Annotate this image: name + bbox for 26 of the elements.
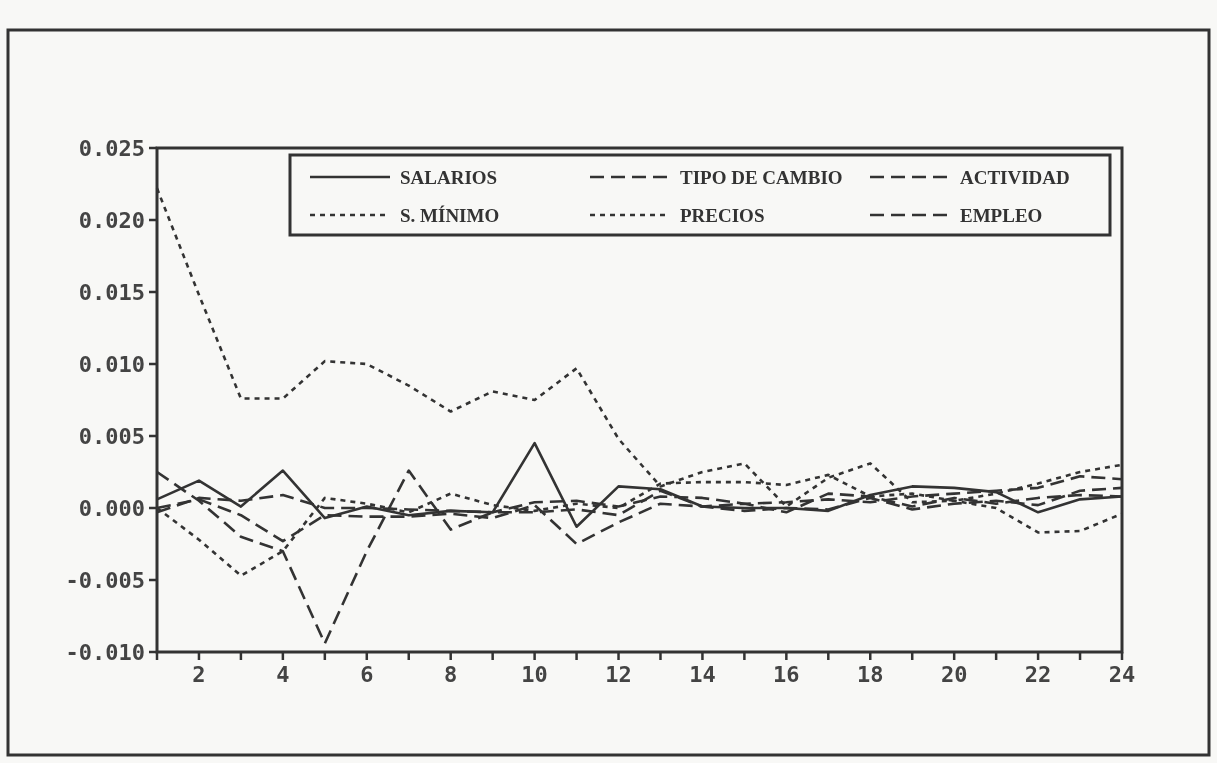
y-tick-label: -0.005	[65, 567, 145, 593]
legend-label: EMPLEO	[960, 204, 1043, 226]
y-tick-label: 0.015	[78, 279, 145, 305]
y-tick-label: 0.020	[78, 207, 145, 233]
x-tick-label: 8	[444, 662, 458, 687]
x-tick-label: 14	[689, 662, 716, 687]
x-tick-label: 18	[857, 662, 884, 687]
legend-label: SALARIOS	[400, 166, 498, 188]
y-tick-label: 0.025	[78, 135, 145, 161]
x-tick-label: 22	[1024, 662, 1052, 687]
x-tick-label: 20	[940, 662, 968, 687]
x-tick-label: 12	[605, 662, 632, 687]
x-tick-label: 16	[773, 662, 800, 687]
y-tick-label: -0.010	[65, 639, 145, 665]
legend-label: ACTIVIDAD	[960, 166, 1070, 188]
x-tick-label: 2	[192, 662, 206, 687]
y-tick-label: 0.010	[78, 351, 145, 377]
x-tick-label: 6	[360, 662, 374, 687]
y-tick-label: 0.005	[78, 423, 145, 449]
legend-label: TIPO DE CAMBIO	[680, 166, 843, 188]
legend-label: PRECIOS	[680, 204, 765, 226]
x-tick-label: 10	[521, 662, 548, 687]
x-tick-label: 4	[276, 662, 290, 687]
legend-label: S. MÍNIMO	[400, 204, 500, 226]
y-tick-label: 0.000	[78, 495, 145, 521]
x-tick-label: 24	[1108, 662, 1136, 687]
